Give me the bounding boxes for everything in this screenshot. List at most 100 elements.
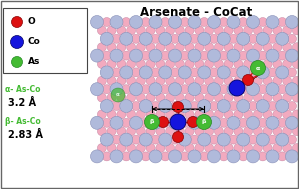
- Circle shape: [234, 26, 243, 35]
- Circle shape: [107, 26, 116, 35]
- Text: β: β: [202, 119, 206, 125]
- Circle shape: [256, 99, 269, 112]
- Circle shape: [170, 135, 179, 144]
- Circle shape: [253, 93, 263, 102]
- Circle shape: [102, 18, 111, 26]
- Circle shape: [263, 26, 272, 35]
- Circle shape: [219, 18, 228, 26]
- Circle shape: [132, 34, 141, 43]
- Circle shape: [107, 127, 116, 136]
- Circle shape: [253, 76, 263, 85]
- Circle shape: [126, 143, 136, 153]
- Circle shape: [111, 88, 125, 102]
- Circle shape: [253, 110, 263, 119]
- Circle shape: [136, 76, 145, 85]
- Circle shape: [239, 85, 248, 94]
- Circle shape: [273, 110, 282, 119]
- Circle shape: [229, 68, 238, 77]
- Circle shape: [234, 127, 243, 136]
- Circle shape: [144, 115, 159, 129]
- Circle shape: [166, 93, 175, 102]
- Circle shape: [161, 51, 170, 60]
- Circle shape: [141, 118, 150, 127]
- Circle shape: [180, 85, 189, 94]
- Circle shape: [188, 116, 201, 129]
- Circle shape: [180, 152, 189, 161]
- Circle shape: [195, 60, 204, 68]
- Circle shape: [185, 143, 194, 153]
- Circle shape: [122, 118, 131, 127]
- Circle shape: [180, 51, 189, 60]
- Circle shape: [10, 36, 24, 49]
- Circle shape: [195, 93, 204, 102]
- Circle shape: [129, 49, 143, 62]
- Circle shape: [107, 60, 116, 68]
- Circle shape: [100, 66, 113, 79]
- Circle shape: [176, 43, 184, 52]
- Circle shape: [107, 76, 116, 85]
- Circle shape: [273, 26, 282, 35]
- Circle shape: [292, 93, 299, 102]
- Circle shape: [196, 115, 211, 129]
- Circle shape: [190, 135, 199, 144]
- Circle shape: [248, 135, 257, 144]
- Circle shape: [278, 51, 287, 60]
- Circle shape: [258, 18, 267, 26]
- Circle shape: [146, 26, 155, 35]
- Circle shape: [141, 85, 150, 94]
- Circle shape: [244, 127, 253, 136]
- Circle shape: [149, 116, 162, 129]
- Circle shape: [248, 68, 257, 77]
- Circle shape: [278, 152, 287, 161]
- Circle shape: [278, 18, 287, 26]
- Circle shape: [273, 76, 282, 85]
- Circle shape: [166, 26, 175, 35]
- Circle shape: [244, 143, 253, 153]
- Circle shape: [195, 127, 204, 136]
- Circle shape: [283, 127, 292, 136]
- Circle shape: [256, 66, 269, 79]
- Circle shape: [214, 143, 223, 153]
- Circle shape: [110, 15, 123, 29]
- Circle shape: [234, 60, 243, 68]
- Circle shape: [244, 76, 253, 85]
- Circle shape: [117, 127, 126, 136]
- Circle shape: [102, 85, 111, 94]
- Circle shape: [100, 133, 113, 146]
- Circle shape: [227, 150, 240, 163]
- Circle shape: [170, 68, 179, 77]
- Circle shape: [166, 43, 175, 52]
- Circle shape: [208, 150, 220, 163]
- Circle shape: [129, 15, 143, 29]
- Circle shape: [141, 18, 150, 26]
- Circle shape: [159, 32, 172, 45]
- Circle shape: [246, 49, 260, 62]
- Circle shape: [169, 49, 181, 62]
- Circle shape: [126, 127, 136, 136]
- Circle shape: [166, 127, 175, 136]
- Circle shape: [91, 49, 103, 62]
- Circle shape: [210, 101, 219, 111]
- Circle shape: [217, 32, 230, 45]
- Circle shape: [159, 66, 172, 79]
- Circle shape: [256, 32, 269, 45]
- Circle shape: [178, 66, 191, 79]
- Circle shape: [208, 83, 220, 96]
- Circle shape: [229, 101, 238, 111]
- Circle shape: [263, 60, 272, 68]
- Circle shape: [97, 60, 106, 68]
- Circle shape: [208, 49, 220, 62]
- Circle shape: [188, 83, 201, 96]
- Circle shape: [273, 127, 282, 136]
- Text: β: β: [150, 119, 154, 125]
- Circle shape: [139, 133, 152, 146]
- Circle shape: [273, 93, 282, 102]
- Circle shape: [198, 66, 211, 79]
- Circle shape: [117, 26, 126, 35]
- Circle shape: [268, 101, 277, 111]
- Circle shape: [166, 60, 175, 68]
- Circle shape: [112, 101, 121, 111]
- Circle shape: [227, 83, 240, 96]
- Circle shape: [229, 135, 238, 144]
- Circle shape: [176, 127, 184, 136]
